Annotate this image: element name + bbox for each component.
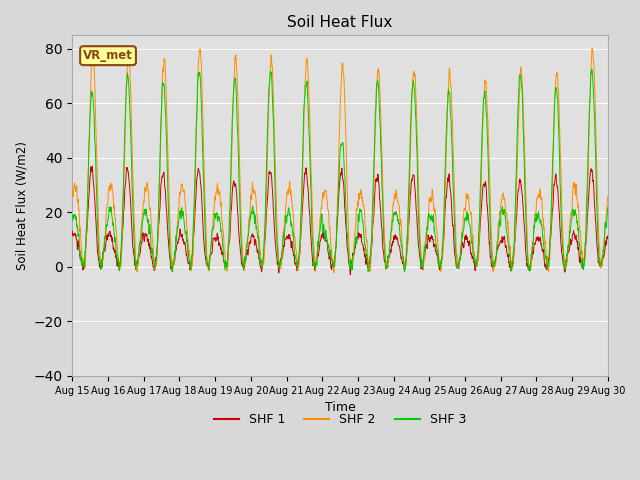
- Legend: SHF 1, SHF 2, SHF 3: SHF 1, SHF 2, SHF 3: [209, 408, 471, 431]
- Text: VR_met: VR_met: [83, 49, 133, 62]
- Y-axis label: Soil Heat Flux (W/m2): Soil Heat Flux (W/m2): [15, 141, 28, 270]
- X-axis label: Time: Time: [324, 401, 355, 414]
- Title: Soil Heat Flux: Soil Heat Flux: [287, 15, 393, 30]
